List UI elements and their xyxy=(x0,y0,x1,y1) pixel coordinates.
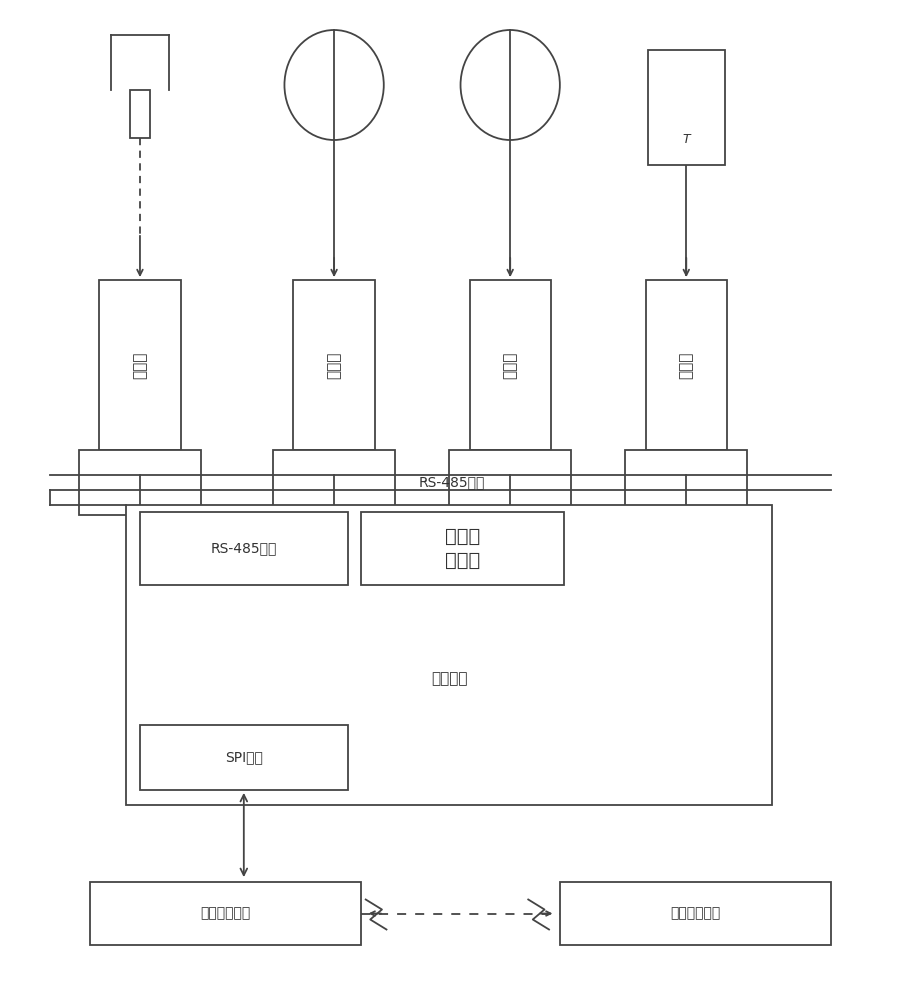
Bar xyxy=(79,450,200,515)
Text: 主控模块: 主控模块 xyxy=(430,672,467,686)
Text: T: T xyxy=(682,133,689,146)
Bar xyxy=(272,450,395,515)
Bar xyxy=(645,280,726,450)
Text: SPI通信: SPI通信 xyxy=(225,750,262,764)
Bar xyxy=(99,280,180,450)
Bar xyxy=(624,450,746,515)
Bar xyxy=(140,725,347,790)
Bar xyxy=(130,90,150,138)
Bar xyxy=(126,505,771,805)
Text: 控制器: 控制器 xyxy=(327,351,341,379)
Text: 水面控制平台: 水面控制平台 xyxy=(669,906,720,920)
Bar xyxy=(559,882,830,945)
Bar xyxy=(90,882,361,945)
Text: 控制器: 控制器 xyxy=(502,351,517,379)
Text: 无线通信模块: 无线通信模块 xyxy=(200,906,251,920)
Bar xyxy=(648,50,723,165)
Bar xyxy=(140,512,347,585)
Text: RS-485总线: RS-485总线 xyxy=(418,475,484,489)
Bar xyxy=(361,512,564,585)
Bar xyxy=(293,280,374,450)
Bar xyxy=(469,280,550,450)
Text: 嵌入式
数据库: 嵌入式 数据库 xyxy=(445,527,480,570)
Text: 控制器: 控制器 xyxy=(678,351,693,379)
Text: RS-485通信: RS-485通信 xyxy=(210,542,277,556)
Text: 控制器: 控制器 xyxy=(133,351,147,379)
Bar xyxy=(448,450,571,515)
